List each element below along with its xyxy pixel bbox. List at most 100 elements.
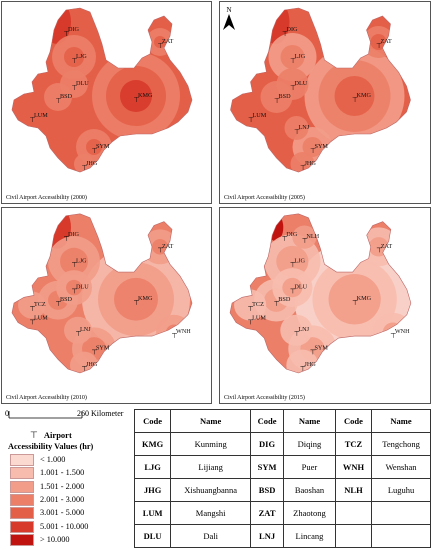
accessibility-zone <box>60 247 88 275</box>
airport-icon: ⊤ <box>294 330 300 338</box>
name-cell: Xishuangbanna <box>170 478 252 502</box>
legend-title: Accessibility Values (hr) <box>8 442 94 451</box>
panel-title: Civil Airport Accessibility (2005) <box>224 195 305 201</box>
header-cell: Code <box>334 409 373 433</box>
name-cell <box>371 501 431 525</box>
airport-icon: ⊤ <box>64 235 70 243</box>
airport-icon: ⊤ <box>92 147 98 155</box>
name-cell: Puer <box>283 455 336 479</box>
map-2010: ⊤DIG⊤LJG⊤DLU⊤ZAT⊤KMG⊤BSD⊤TCZ⊤LUM⊤LNJ⊤SYM… <box>11 213 193 374</box>
name-cell: Lincang <box>283 524 336 548</box>
airport-icon: ⊤ <box>274 300 280 308</box>
panel-title: Civil Airport Accessibility (2010) <box>6 395 87 401</box>
code-cell: ZAT <box>250 501 285 525</box>
airport-label: ZAT <box>381 244 393 250</box>
airport-label: LUM <box>253 112 267 119</box>
airport-icon: ⊤ <box>310 349 316 357</box>
airport-label: KMG <box>357 92 372 99</box>
airport-label: DIG <box>286 232 298 238</box>
airport-label: JHG <box>304 362 316 368</box>
airport-label: ZAT <box>162 244 174 250</box>
province-outline <box>11 7 193 173</box>
airport-label: LJG <box>294 258 305 264</box>
code-cell: DLU <box>133 524 172 548</box>
legend-class-label: 5.001 - 10.000 <box>40 521 89 531</box>
accessibility-zone <box>64 47 84 67</box>
legend-class-label: 1.501 - 2.000 <box>40 481 85 491</box>
code-cell: DIG <box>250 432 285 456</box>
name-cell: Dali <box>170 524 252 548</box>
airport-label: BSD <box>60 297 73 303</box>
airport-icon: ⊤ <box>248 116 254 124</box>
airport-icon: ⊤ <box>390 332 396 340</box>
airport-label: JHG <box>86 362 98 368</box>
code-cell: WNH <box>334 455 373 479</box>
legend-airport: ⊤ Airport <box>30 430 72 441</box>
name-cell: Luguhu <box>371 478 431 502</box>
code-cell: KMG <box>133 432 172 456</box>
airport-label: WNH <box>176 329 191 335</box>
accessibility-zone <box>328 273 381 325</box>
airport-label: JHG <box>305 160 317 167</box>
airport-icon: ⊤ <box>294 128 300 136</box>
name-cell: Tengchong <box>371 432 431 456</box>
map-panel-2005: ⊤ DIG ⊤ LJG ⊤ DLU ⊤ ZAT ⊤ KMG ⊤ BSD ⊤ LUM ⊤ LNJ ⊤ SYM ⊤ JHG… <box>219 1 431 204</box>
airport-icon: ⊤ <box>290 261 296 269</box>
airport-icon: ⊤ <box>290 84 296 92</box>
name-cell: Diqing <box>283 432 336 456</box>
legend-class-label: 3.001 - 5.000 <box>40 508 85 518</box>
north-label: N <box>226 6 231 14</box>
legend-class: 5.001 - 10.000 <box>10 520 89 533</box>
accessibility-zone <box>286 349 319 373</box>
code-cell <box>334 501 373 525</box>
accessibility-zone <box>66 279 82 296</box>
name-cell: Mangshi <box>170 501 252 525</box>
code-cell: TCZ <box>334 432 373 456</box>
accessibility-zone <box>280 314 313 346</box>
accessibility-zone <box>152 239 168 255</box>
airport-icon: ⊤ <box>72 57 78 65</box>
map-panel-2015: ⊤ DIG ⊤ NLH ⊤ LJG ⊤ DLU ⊤ ZAT ⊤ KMG ⊤ BSD ⊤ TCZ ⊤ LUM ⊤ LNJ… <box>219 207 431 404</box>
legend-class: 2.001 - 3.000 <box>10 493 85 506</box>
accessibility-zone <box>64 316 92 344</box>
map-2005: ⊤DIG⊤LJG⊤DLU⊤ZAT⊤KMG⊤BSD⊤LUM⊤LNJ⊤SYM⊤JHG <box>230 7 411 173</box>
map-2015: ⊤DIG⊤NLH⊤LJG⊤DLU⊤ZAT⊤KMG⊤BSD⊤TCZ⊤LUM⊤LNJ… <box>229 213 412 374</box>
code-cell: SYM <box>250 455 285 479</box>
airport-label: DIG <box>68 26 80 33</box>
airport-label: LNJ <box>298 327 309 333</box>
accessibility-zone <box>284 116 309 140</box>
airport-icon: ⊤ <box>134 299 140 307</box>
airport-label: LUM <box>34 316 48 322</box>
province-outline <box>229 213 412 374</box>
legend-class: 1.501 - 2.000 <box>10 480 85 493</box>
map-panel-2000: ⊤ DIG ⊤ LJG ⊤ DLU ⊤ ZAT ⊤ KMG ⊤ BSD ⊤ LUM ⊤ SYM ⊤ JHG Civ… <box>1 1 212 204</box>
header-cell: Name <box>371 409 431 433</box>
code-cell: BSD <box>250 478 285 502</box>
accessibility-zone <box>18 291 46 319</box>
airport-label: SYM <box>96 143 110 150</box>
accessibility-zone <box>282 277 303 298</box>
legend-swatch <box>10 533 34 546</box>
airport-icon: ⊤ <box>290 288 296 296</box>
scale-start: 0 <box>5 409 9 418</box>
legend-class-label: 2.001 - 3.000 <box>40 494 85 504</box>
airport-label: BSD <box>279 93 292 100</box>
table-row: LUM Mangshi ZAT Zhaotong <box>133 501 431 525</box>
map-2000: ⊤DIG⊤LJG⊤DLU⊤ZAT⊤KMG⊤BSD⊤LUM⊤SYM⊤JHG <box>11 7 193 173</box>
name-cell: Wenshan <box>371 455 431 479</box>
airport-label: LJG <box>295 53 306 60</box>
accessibility-zone <box>86 139 102 155</box>
airport-label: WNH <box>395 329 410 335</box>
airport-code-table: Code Name Code Name Code Name KMG Kunming… <box>133 409 431 548</box>
airport-icon: ⊤ <box>352 96 358 104</box>
airport-icon: ⊤ <box>30 116 36 124</box>
name-cell: Zhaotong <box>283 501 336 525</box>
airport-label: DIG <box>68 232 80 238</box>
accessibility-zone <box>302 137 323 157</box>
accessibility-zone <box>114 277 158 321</box>
airport-label: Airport <box>43 430 72 440</box>
airport-icon: ⊤ <box>376 42 382 50</box>
airport-label: TCZ <box>34 302 46 308</box>
airport-label: DLU <box>295 80 308 87</box>
code-cell: JHG <box>133 478 172 502</box>
